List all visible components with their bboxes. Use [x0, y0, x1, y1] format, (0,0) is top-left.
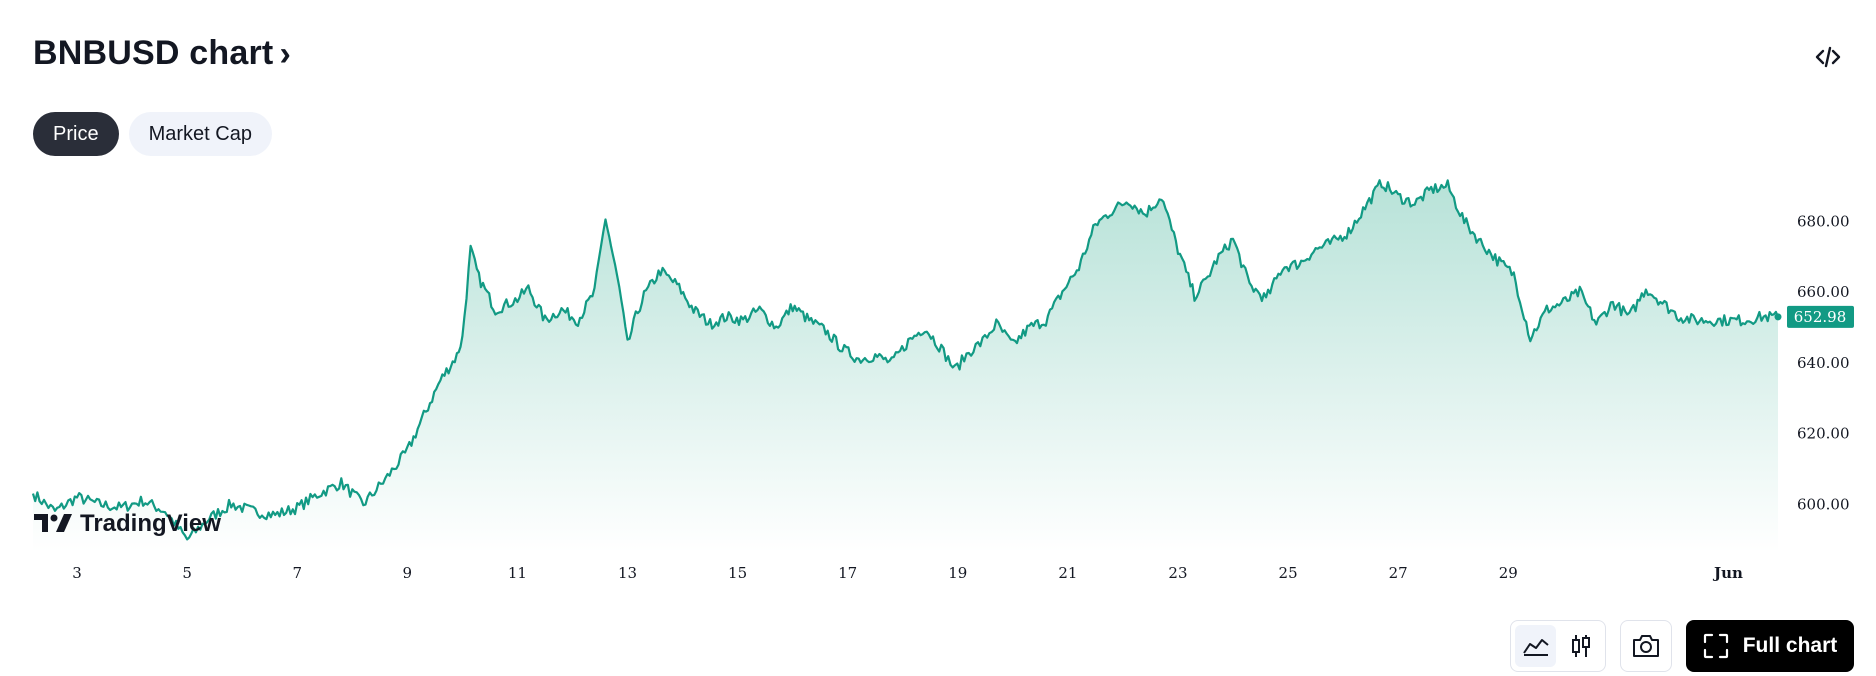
- last-price-tag: 652.98: [1787, 305, 1854, 328]
- camera-icon: [1633, 635, 1659, 657]
- x-tick-label: 23: [1168, 564, 1187, 582]
- x-tick-label: 27: [1389, 564, 1408, 582]
- price-series-line: [31, 179, 1780, 541]
- last-price-value: 652.98: [1794, 308, 1847, 326]
- x-tick-label: 29: [1499, 564, 1518, 582]
- chart-title-text: BNBUSD chart: [33, 34, 274, 72]
- area-chart-button[interactable]: [1515, 625, 1556, 667]
- x-tick-label: 3: [72, 564, 82, 582]
- y-tick-label: 620.00: [1797, 425, 1850, 443]
- x-tick-label: 25: [1279, 564, 1298, 582]
- price-area-chart[interactable]: 3 5 7 9 11 13 15 17 19 21 23 25 27 29 Jun 600.00 620.00…: [0, 170, 1876, 590]
- x-tick-label: 15: [728, 564, 747, 582]
- x-axis: 3 5 7 9 11 13 15 17 19 21 23 25 27 29 Jun: [72, 564, 1743, 582]
- y-tick-label: 640.00: [1797, 354, 1850, 372]
- candlestick-icon: [1571, 635, 1590, 657]
- x-tick-label: 5: [182, 564, 192, 582]
- x-tick-label: 21: [1058, 564, 1077, 582]
- plot-area: [31, 179, 1782, 553]
- x-tick-label: Jun: [1712, 564, 1743, 582]
- x-tick-label: 7: [292, 564, 302, 582]
- last-price-point: [1774, 313, 1782, 321]
- watermark-text: TradingView: [80, 510, 221, 537]
- price-area-fill: [33, 180, 1778, 553]
- code-embed-icon[interactable]: [1808, 40, 1848, 74]
- chart-tabs: Price Market Cap: [33, 112, 272, 156]
- last-price-tag-bg: [1787, 305, 1854, 328]
- full-chart-label: Full chart: [1742, 634, 1838, 657]
- y-tick-label: 660.00: [1797, 283, 1850, 301]
- tradingview-logo-icon: [34, 514, 72, 532]
- tab-price[interactable]: Price: [33, 112, 119, 156]
- x-tick-label: 17: [838, 564, 857, 582]
- x-tick-label: 19: [948, 564, 967, 582]
- chart-type-switch: [1510, 620, 1606, 672]
- snapshot-button[interactable]: [1620, 620, 1672, 672]
- candles-chart-button[interactable]: [1560, 625, 1601, 667]
- y-axis: 600.00 620.00 640.00 660.00 680.00: [1797, 212, 1850, 513]
- chart-title[interactable]: BNBUSD chart ›: [33, 34, 291, 73]
- x-tick-label: 9: [403, 564, 413, 582]
- area-chart-icon: [1522, 639, 1549, 656]
- fullscreen-icon: [1703, 633, 1728, 659]
- y-tick-label: 680.00: [1797, 212, 1850, 230]
- chevron-right-icon: ›: [279, 35, 291, 73]
- x-tick-label: 13: [618, 564, 637, 582]
- full-chart-button[interactable]: Full chart: [1686, 620, 1854, 672]
- tab-market-cap[interactable]: Market Cap: [128, 112, 272, 156]
- x-tick-label: 11: [508, 564, 527, 582]
- tradingview-watermark: TradingView: [34, 510, 221, 537]
- y-tick-label: 600.00: [1797, 495, 1850, 513]
